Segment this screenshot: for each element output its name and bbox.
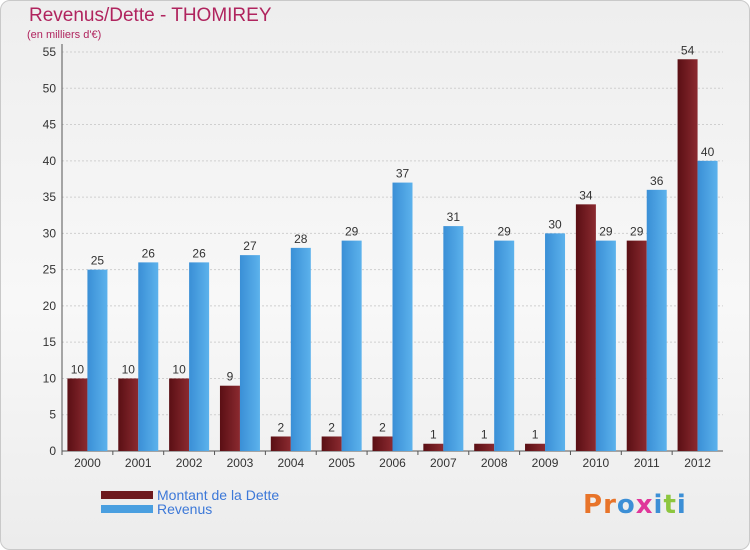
data-label-revenue: 30 [548, 217, 562, 231]
bar-revenue [646, 189, 667, 451]
data-label-revenue: 28 [294, 232, 308, 246]
bar-revenue [697, 160, 718, 451]
y-tick-label: 5 [49, 408, 56, 422]
data-label-revenue: 26 [142, 246, 156, 260]
data-label-revenue: 25 [91, 254, 105, 268]
bar-revenue [443, 226, 464, 451]
y-tick-label: 20 [43, 299, 57, 313]
bar-revenue [138, 262, 159, 451]
y-tick-label: 15 [43, 335, 57, 349]
data-label-revenue: 29 [345, 225, 359, 239]
y-tick-label: 0 [49, 444, 56, 458]
data-label-debt: 2 [379, 420, 386, 434]
bar-revenue [392, 182, 413, 451]
bar-revenue [341, 240, 362, 451]
bar-debt [169, 378, 190, 451]
data-label-debt: 10 [122, 362, 136, 376]
data-label-revenue: 36 [650, 174, 664, 188]
logo-letter: P [583, 490, 604, 520]
logo-letter: i [676, 490, 687, 520]
data-label-debt: 1 [532, 428, 539, 442]
data-label-revenue: 29 [498, 225, 512, 239]
x-tick-label: 2010 [583, 456, 610, 470]
bar-revenue [290, 247, 311, 451]
data-label-debt: 1 [430, 428, 437, 442]
bar-debt [270, 436, 291, 451]
y-tick-label: 55 [43, 45, 57, 59]
data-label-revenue: 29 [599, 225, 613, 239]
data-label-debt: 29 [630, 225, 644, 239]
data-label-debt: 54 [681, 43, 695, 57]
data-label-debt: 9 [227, 370, 234, 384]
legend-swatch-debt [101, 491, 153, 499]
logo-letter: r [603, 490, 617, 520]
y-tick-label: 35 [43, 190, 57, 204]
bar-revenue [545, 233, 566, 451]
bar-revenue [595, 240, 616, 451]
data-label-debt: 10 [71, 362, 85, 376]
x-tick-label: 2002 [176, 456, 203, 470]
bar-revenue [87, 269, 108, 451]
x-tick-label: 2007 [430, 456, 457, 470]
legend-item-revenue: Revenus [101, 501, 212, 517]
y-tick-label: 25 [43, 263, 57, 277]
bar-debt [372, 436, 393, 451]
y-tick-label: 40 [43, 154, 57, 168]
bar-debt [677, 59, 698, 451]
legend-swatch-revenue [101, 505, 153, 513]
bar-debt [474, 443, 495, 451]
data-label-debt: 10 [172, 362, 186, 376]
logo-letter: x [635, 490, 654, 520]
data-label-revenue: 40 [701, 145, 715, 159]
logo-letter: i [653, 490, 664, 520]
data-label-debt: 34 [579, 188, 593, 202]
proxiti-logo: Proxiti [583, 490, 687, 520]
bar-debt [321, 436, 342, 451]
y-tick-label: 30 [43, 226, 57, 240]
bar-debt [525, 443, 546, 451]
bar-revenue [494, 240, 515, 451]
x-tick-label: 2009 [532, 456, 559, 470]
bar-debt [626, 240, 647, 451]
x-tick-label: 2008 [481, 456, 508, 470]
bar-revenue [189, 262, 210, 451]
y-tick-label: 10 [43, 371, 57, 385]
x-tick-label: 2001 [125, 456, 152, 470]
x-tick-label: 2011 [634, 456, 660, 470]
x-tick-label: 2006 [379, 456, 406, 470]
y-tick-label: 45 [43, 118, 57, 132]
legend-label-revenue: Revenus [157, 501, 213, 517]
logo-letter: t [663, 490, 677, 520]
data-label-revenue: 27 [243, 239, 257, 253]
bar-debt [118, 378, 139, 451]
chart-title: Revenus/Dette - THOMIREY [29, 5, 272, 26]
bar-debt [67, 378, 88, 451]
data-label-debt: 2 [328, 420, 335, 434]
x-tick-label: 2000 [74, 456, 101, 470]
bar-debt [575, 204, 596, 451]
bar-debt [423, 443, 444, 451]
data-label-revenue: 31 [447, 210, 461, 224]
data-label-revenue: 37 [396, 167, 410, 181]
x-tick-label: 2003 [227, 456, 254, 470]
data-label-debt: 2 [277, 420, 284, 434]
logo-letter: o [616, 490, 636, 520]
y-tick-label: 50 [43, 81, 57, 95]
x-tick-label: 2004 [277, 456, 304, 470]
data-label-debt: 1 [481, 428, 488, 442]
x-tick-label: 2005 [328, 456, 355, 470]
legend-item-debt: Montant de la Dette [101, 487, 279, 503]
data-label-revenue: 26 [192, 246, 206, 260]
bar-revenue [239, 255, 260, 451]
x-tick-label: 2012 [684, 456, 711, 470]
bar-debt [219, 385, 240, 451]
chart-subtitle: (en milliers d'€) [27, 29, 102, 41]
legend-label-debt: Montant de la Dette [157, 487, 280, 503]
